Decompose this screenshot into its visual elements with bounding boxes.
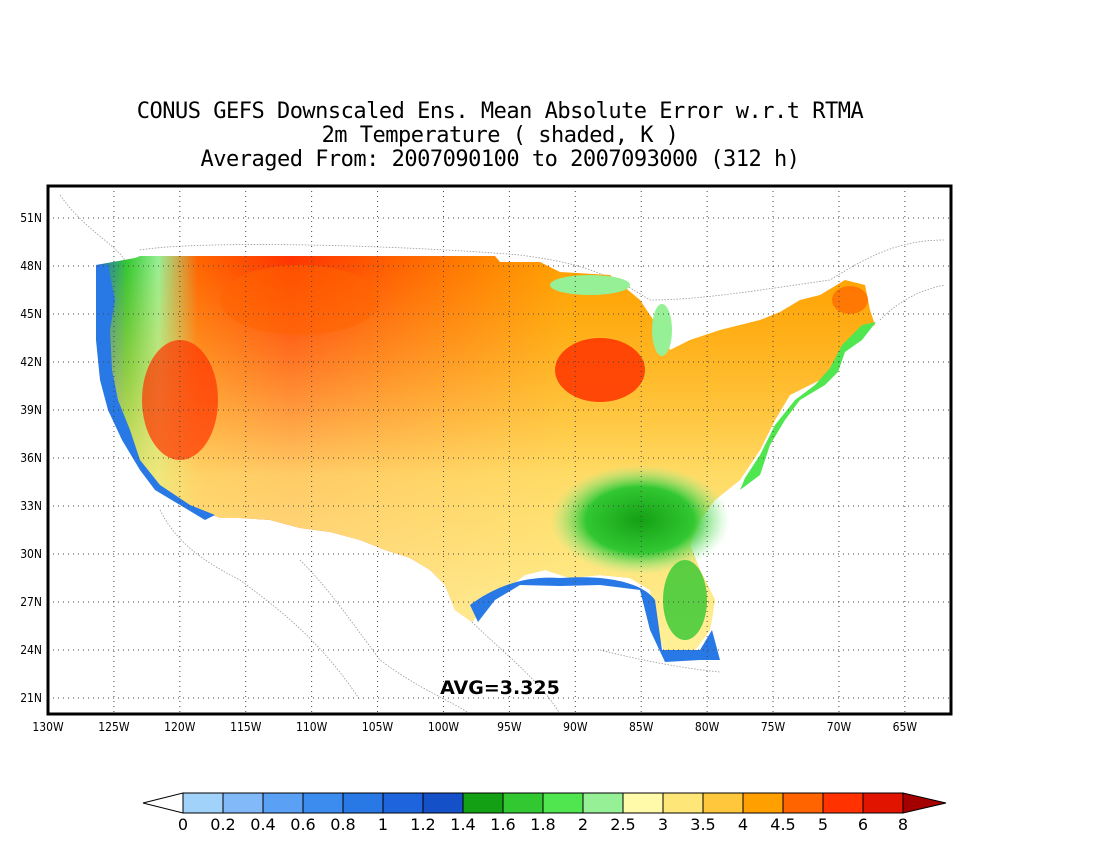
- lon-tick-label: 95W: [497, 720, 522, 734]
- lat-tick-label: 42N: [20, 355, 42, 369]
- lat-tick-label: 51N: [20, 211, 42, 225]
- lon-tick-label: 85W: [629, 720, 654, 734]
- longitude-tick-labels: 130W 125W 120W 115W 110W 105W 100W 95W 90W 85W 80W…: [32, 720, 917, 734]
- colorbar-box: [422, 792, 464, 814]
- southeast-green-area: [550, 465, 730, 575]
- north-hotspot: [220, 265, 380, 335]
- lon-tick-label: 70W: [827, 720, 852, 734]
- colorbar-label: 1.6: [490, 815, 515, 834]
- lat-tick-label: 21N: [20, 691, 42, 705]
- lat-tick-label: 30N: [20, 547, 42, 561]
- lon-tick-label: 120W: [164, 720, 196, 734]
- colorbar-boxes: [142, 792, 947, 814]
- lat-tick-label: 39N: [20, 403, 42, 417]
- lon-tick-label: 105W: [362, 720, 394, 734]
- colorbar-label: 0: [178, 815, 188, 834]
- colorbar-box: [822, 792, 864, 814]
- colorbar-box: [742, 792, 784, 814]
- lon-tick-label: 115W: [230, 720, 262, 734]
- lon-tick-label: 110W: [296, 720, 328, 734]
- lake-huron-area: [652, 304, 672, 356]
- colorbar-box: [542, 792, 584, 814]
- colorbar-box: [262, 792, 304, 814]
- lon-tick-label: 125W: [98, 720, 130, 734]
- colorbar-label: 1: [378, 815, 388, 834]
- colorbar-box: [702, 792, 744, 814]
- west-hotspot: [142, 340, 218, 460]
- error-field: [96, 256, 876, 662]
- atlantic-coast-band: [740, 322, 876, 490]
- average-annotation: AVG=3.325: [440, 677, 560, 699]
- florida-green-area: [663, 560, 707, 640]
- lat-tick-label: 45N: [20, 307, 42, 321]
- colorbar-box: [502, 792, 544, 814]
- lon-tick-label: 130W: [32, 720, 64, 734]
- colorbar-label: 0.6: [290, 815, 315, 834]
- colorbar-label: 1.2: [410, 815, 435, 834]
- lon-tick-label: 90W: [563, 720, 588, 734]
- colorbar-label: 0.4: [250, 815, 275, 834]
- lon-tick-label: 100W: [428, 720, 460, 734]
- title-block: CONUS GEFS Downscaled Ens. Mean Absolute…: [0, 100, 1000, 172]
- colorbar-box: [182, 792, 224, 814]
- colorbar-under-arrow: [142, 792, 184, 814]
- lake-superior-area: [550, 275, 630, 295]
- latitude-tick-labels: 21N 24N 27N 30N 33N 36N 39N 42N 45N 48N 51N: [20, 211, 42, 705]
- lon-tick-label: 80W: [695, 720, 720, 734]
- title-line-3: Averaged From: 2007090100 to 2007093000 …: [200, 147, 800, 172]
- colorbar-box: [382, 792, 424, 814]
- colorbar-box: [582, 792, 624, 814]
- colorbar-box: [342, 792, 384, 814]
- colorbar-over-arrow: [902, 792, 947, 814]
- lon-tick-label: 65W: [893, 720, 918, 734]
- lat-tick-label: 48N: [20, 259, 42, 273]
- lat-tick-label: 27N: [20, 595, 42, 609]
- pacific-coast-band: [96, 265, 215, 520]
- colorbar-label: 3.5: [690, 815, 715, 834]
- colorbar-label: 1.8: [530, 815, 555, 834]
- colorbar-label: 4.5: [770, 815, 795, 834]
- colorbar-box: [782, 792, 824, 814]
- title-line-2: 2m Temperature ( shaded, K ): [321, 123, 679, 148]
- gulf-coast-band: [470, 577, 720, 662]
- colorbar-box: [222, 792, 264, 814]
- lat-tick-label: 24N: [20, 643, 42, 657]
- maine-hotspot: [832, 286, 868, 314]
- colorbar-box: [662, 792, 704, 814]
- colorbar-label: 2.5: [610, 815, 635, 834]
- title-line-1: CONUS GEFS Downscaled Ens. Mean Absolute…: [136, 99, 864, 124]
- lat-tick-label: 36N: [20, 451, 42, 465]
- colorbar-box: [302, 792, 344, 814]
- lat-tick-label: 33N: [20, 499, 42, 513]
- colorbar-label: 0.8: [330, 815, 355, 834]
- colorbar-label: 0.2: [210, 815, 235, 834]
- colorbar-label: 1.4: [450, 815, 475, 834]
- colorbar-box: [622, 792, 664, 814]
- colorbar-label: 4: [738, 815, 748, 834]
- colorbar-label: 3: [658, 815, 668, 834]
- lon-tick-label: 75W: [761, 720, 786, 734]
- colorbar-label: 5: [818, 815, 828, 834]
- colorbar-box: [862, 792, 904, 814]
- colorbar-label: 6: [858, 815, 868, 834]
- midwest-hotspot: [555, 338, 645, 402]
- colorbar-label: 8: [898, 815, 908, 834]
- lat-lon-grid: [48, 186, 951, 714]
- colorbar-label: 2: [578, 815, 588, 834]
- map-frame-border: [46, 184, 953, 716]
- colorbar-labels: 0 0.2 0.4 0.6 0.8 1 1.2 1.4 1.6 1.8 2 2.5 3 3.5 4 4.5 5 6…: [178, 815, 908, 834]
- colorbar-box: [462, 792, 504, 814]
